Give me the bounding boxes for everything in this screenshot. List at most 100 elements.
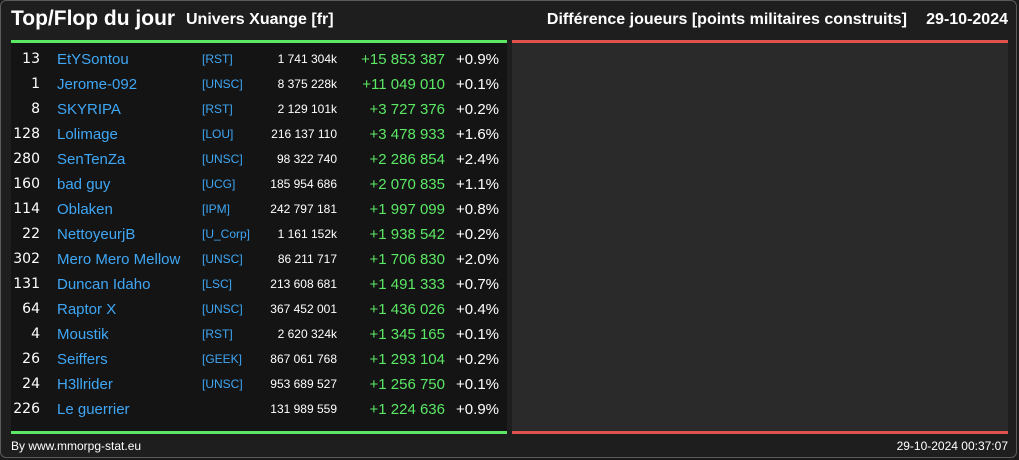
percent-change: +0.9% <box>456 51 499 68</box>
player-name-link[interactable]: Seiffers <box>57 351 108 368</box>
points-difference: +1 436 026 <box>369 301 446 318</box>
alliance-tag-link[interactable]: [RST] <box>202 327 233 341</box>
percent-change: +1.1% <box>456 176 499 193</box>
player-points: 2 620 324k <box>277 327 337 341</box>
alliance-tag-link[interactable]: [LSC] <box>202 277 233 291</box>
alliance-tag-link[interactable]: [IPM] <box>202 202 231 216</box>
player-name-link[interactable]: bad guy <box>57 176 111 193</box>
universe-label: Univers Xuange [fr] <box>186 11 334 28</box>
generated-timestamp: 29-10-2024 00:37:07 <box>896 439 1008 453</box>
flop-panel-bottom-border <box>512 431 1008 434</box>
player-points: 216 137 110 <box>271 127 337 141</box>
points-difference: +1 997 099 <box>369 201 446 218</box>
player-name-link[interactable]: EtYSontou <box>57 51 129 68</box>
points-difference: +1 491 333 <box>369 276 446 293</box>
player-name-link[interactable]: Mero Mero Mellow <box>57 251 181 268</box>
points-difference: +3 478 933 <box>369 126 446 143</box>
alliance-tag-link[interactable]: [RST] <box>202 102 233 116</box>
player-name-link[interactable]: NettoyeurjB <box>57 226 136 243</box>
player-points: 86 211 717 <box>277 252 337 266</box>
player-points: 1 741 304k <box>277 52 337 66</box>
player-rank: 302 <box>13 251 40 267</box>
player-name-link[interactable]: Le guerrier <box>57 401 130 418</box>
table-row: 64 Raptor X [UNSC] 367 452 001 +1 436 026 +0.… <box>11 297 507 322</box>
alliance-tag-link[interactable]: [UNSC] <box>202 77 243 91</box>
table-row: 114 Oblaken [IPM] 242 797 181 +1 997 099 +0.8… <box>11 197 507 222</box>
percent-change: +2.4% <box>456 151 499 168</box>
player-rank: 226 <box>13 401 40 417</box>
player-points: 8 375 228k <box>277 77 337 91</box>
alliance-tag-link[interactable]: [RST] <box>202 52 233 66</box>
percent-change: +0.2% <box>456 101 499 118</box>
player-name-link[interactable]: Oblaken <box>57 201 113 218</box>
player-rank: 114 <box>13 201 40 217</box>
player-rank: 4 <box>31 326 40 342</box>
points-difference: +1 293 104 <box>369 351 446 368</box>
player-name-link[interactable]: Duncan Idaho <box>57 276 151 293</box>
table-row: 13 EtYSontou [RST] 1 741 304k +15 853 387 +0.… <box>11 47 507 72</box>
table-row: 128 Lolimage [LOU] 216 137 110 +3 478 933 +1.… <box>11 122 507 147</box>
table-row: 4 Moustik [RST] 2 620 324k +1 345 165 +0.1% <box>11 322 507 347</box>
metric-label: Différence joueurs [points militaires co… <box>546 11 907 28</box>
player-rank: 22 <box>22 226 40 242</box>
player-points: 953 689 527 <box>270 377 337 391</box>
player-rank: 160 <box>13 176 40 192</box>
player-name-link[interactable]: H3llrider <box>57 376 113 393</box>
player-points: 2 129 101k <box>277 102 337 116</box>
table-row: 1 Jerome-092 [UNSC] 8 375 228k +11 049 010 +0… <box>11 72 507 97</box>
player-rank: 13 <box>22 51 40 67</box>
points-difference: +1 224 636 <box>369 401 446 418</box>
player-points: 1 161 152k <box>277 227 337 241</box>
player-name-link[interactable]: SKYRIPA <box>57 101 121 118</box>
alliance-tag-link[interactable]: [UCG] <box>202 177 236 191</box>
player-points: 131 989 559 <box>270 402 337 416</box>
flop-panel-top-border <box>512 40 1008 43</box>
alliance-tag-link[interactable]: [UNSC] <box>202 152 243 166</box>
table-row: 24 H3llrider [UNSC] 953 689 527 +1 256 750 +0… <box>11 372 507 397</box>
player-name-link[interactable]: Lolimage <box>57 126 118 143</box>
alliance-tag-link[interactable]: [GEEK] <box>202 352 243 366</box>
table-row: 26 Seiffers [GEEK] 867 061 768 +1 293 104 +0.… <box>11 347 507 372</box>
points-difference: +3 727 376 <box>369 101 446 118</box>
player-rank: 24 <box>22 376 40 392</box>
alliance-tag-link[interactable]: [UNSC] <box>202 377 243 391</box>
player-rank: 280 <box>13 151 40 167</box>
percent-change: +0.4% <box>456 301 499 318</box>
date-label: 29-10-2024 <box>926 11 1008 28</box>
alliance-tag-link[interactable]: [UNSC] <box>202 252 243 266</box>
points-difference: +1 706 830 <box>369 251 446 268</box>
player-name-link[interactable]: Raptor X <box>57 301 117 318</box>
player-points: 213 608 681 <box>270 277 337 291</box>
percent-change: +0.9% <box>456 401 499 418</box>
percent-change: +0.1% <box>456 76 499 93</box>
player-rank: 26 <box>22 351 40 367</box>
points-difference: +1 256 750 <box>369 376 446 393</box>
percent-change: +0.8% <box>456 201 499 218</box>
site-credit: By www.mmorpg-stat.eu <box>11 439 142 453</box>
top-players-list: 13 EtYSontou [RST] 1 741 304k +15 853 387 +0.… <box>11 47 507 422</box>
player-points: 185 954 686 <box>270 177 337 191</box>
points-difference: +2 070 835 <box>369 176 446 193</box>
table-row: 8 SKYRIPA [RST] 2 129 101k +3 727 376 +0.2% <box>11 97 507 122</box>
percent-change: +2.0% <box>456 251 499 268</box>
alliance-tag-link[interactable]: [LOU] <box>202 127 234 141</box>
player-rank: 128 <box>13 126 40 142</box>
player-name-link[interactable]: Moustik <box>57 326 109 343</box>
player-name-link[interactable]: SenTenZa <box>57 151 126 168</box>
top-panel-top-border <box>11 40 507 43</box>
percent-change: +0.1% <box>456 326 499 343</box>
player-name-link[interactable]: Jerome-092 <box>57 76 138 93</box>
alliance-tag-link[interactable]: [U_Corp] <box>202 227 251 241</box>
player-rank: 131 <box>13 276 40 292</box>
percent-change: +0.1% <box>456 376 499 393</box>
points-difference: +1 938 542 <box>369 226 446 243</box>
table-row: 280 SenTenZa [UNSC] 98 322 740 +2 286 854 +2.… <box>11 147 507 172</box>
table-row: 160 bad guy [UCG] 185 954 686 +2 070 835 +1.1… <box>11 172 507 197</box>
table-row: 22 NettoyeurjB [U_Corp] 1 161 152k +1 938 54… <box>11 222 507 247</box>
player-points: 367 452 001 <box>270 302 337 316</box>
percent-change: +0.2% <box>456 226 499 243</box>
player-points: 98 322 740 <box>276 152 337 166</box>
player-rank: 64 <box>22 301 40 317</box>
alliance-tag-link[interactable]: [UNSC] <box>202 302 243 316</box>
table-row: 302 Mero Mero Mellow [UNSC] 86 211 717 +1 70… <box>11 247 507 272</box>
